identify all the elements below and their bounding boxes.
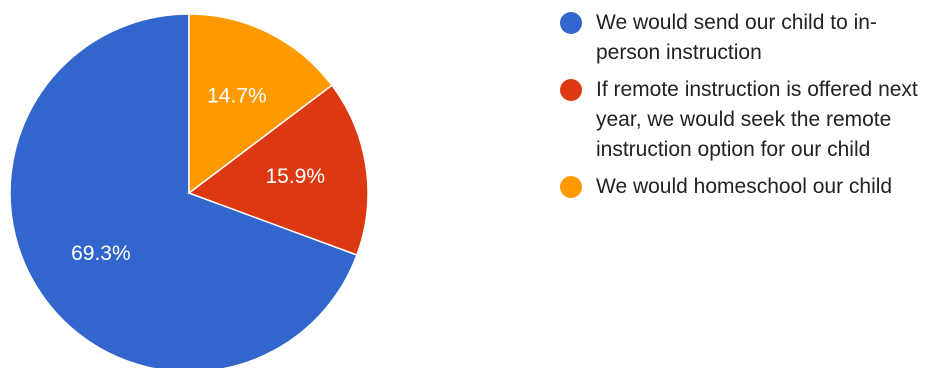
legend-item-homeschool[interactable]: We would homeschool our child — [560, 172, 936, 202]
slice-label-in-person: 69.3% — [71, 242, 131, 265]
slice-homeschool[interactable] — [188, 13, 333, 195]
slice-remote[interactable] — [187, 84, 369, 256]
pie-chart: 69.3% 15.9% 14.7% — [9, 13, 369, 368]
slice-label-homeschool: 14.7% — [207, 84, 267, 107]
slice-label-remote: 15.9% — [265, 165, 325, 188]
legend-swatch-blue — [560, 12, 582, 34]
legend-label: If remote instruction is offered next ye… — [596, 78, 918, 161]
legend-swatch-red — [560, 79, 582, 101]
legend-item-in-person[interactable]: We would send our child to in-person ins… — [560, 8, 936, 68]
legend-label: We would homeschool our child — [596, 175, 893, 198]
legend-item-remote[interactable]: If remote instruction is offered next ye… — [560, 75, 936, 165]
legend-swatch-orange — [560, 176, 582, 198]
legend-label: We would send our child to in-person ins… — [596, 11, 877, 64]
slice-in-person[interactable] — [9, 13, 358, 368]
legend: We would send our child to in-person ins… — [560, 8, 936, 209]
